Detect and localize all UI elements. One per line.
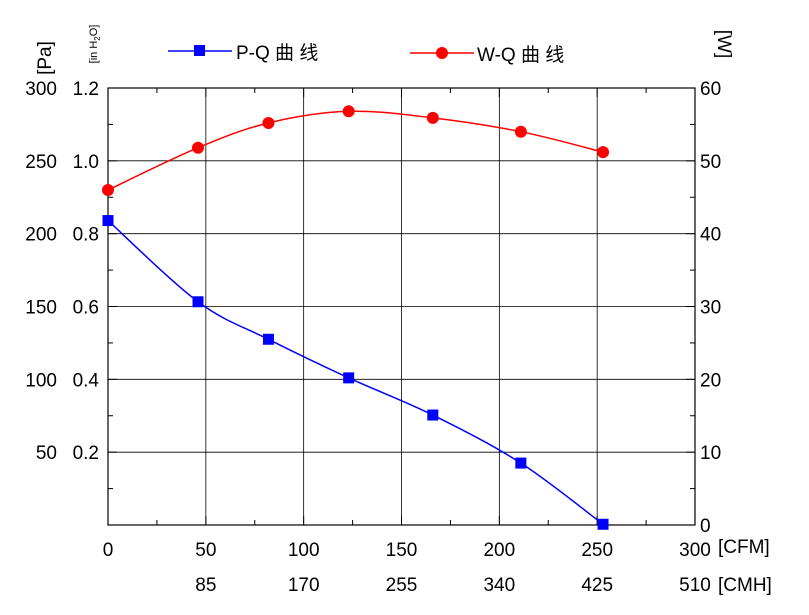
legend-pq-marker xyxy=(194,45,205,56)
x-tick-label-cmh: 340 xyxy=(483,575,515,596)
wq-data-point xyxy=(102,183,114,196)
pq-curve xyxy=(107,220,604,525)
y-left-outer-tick-label: 100 xyxy=(25,370,57,391)
y-left-inner-tick-label: 0.8 xyxy=(73,225,99,246)
y-left-outer-tick-label: 250 xyxy=(25,152,57,173)
x-tick-label-cfm: 100 xyxy=(288,540,320,561)
y-right-tick-label: 50 xyxy=(700,152,721,173)
pq-data-point xyxy=(262,333,274,345)
y-left-inner-tick-label: 1.2 xyxy=(73,79,99,100)
y-right-tick-label: 30 xyxy=(700,298,721,319)
legend-wq-label: W-Q 曲 线 xyxy=(477,44,564,66)
x-tick-label-cmh: 425 xyxy=(581,575,613,596)
y-right-tick-label: 0 xyxy=(700,516,711,537)
legend-pq-label: P-Q 曲 线 xyxy=(236,42,318,64)
right-unit: [W] xyxy=(713,30,734,59)
pq-data-point xyxy=(515,457,527,469)
y-left-inner-tick-label: 1.0 xyxy=(73,152,99,173)
y-left-outer-tick-label: 50 xyxy=(36,443,57,464)
wq-data-point xyxy=(262,116,275,129)
y-right-tick-label: 20 xyxy=(700,370,721,391)
x-tick-label-cmh: 510 xyxy=(679,575,711,596)
left-outer-unit: [Pa] xyxy=(35,41,56,75)
x-tick-label-cfm: 50 xyxy=(195,540,216,561)
pq-data-point xyxy=(597,518,609,530)
pq-data-point xyxy=(343,372,355,384)
x-tick-label-cmh: 85 xyxy=(195,575,216,596)
pq-data-point xyxy=(102,215,114,227)
x-tick-label-cfm: 250 xyxy=(581,540,613,561)
x-tick-label-cmh: 255 xyxy=(386,575,418,596)
y-left-inner-tick-label: 0.4 xyxy=(73,370,100,391)
x-tick-label-cfm: 0 xyxy=(103,540,114,561)
x-tick-label-cmh: 170 xyxy=(288,575,320,596)
grid xyxy=(108,88,695,525)
y-right-tick-label: 40 xyxy=(700,225,721,246)
wq-data-point xyxy=(192,141,205,154)
axis-ticks: 0 50 85 100 170 150 255 200 340 250 425 300 510 0 10 50… xyxy=(25,79,721,596)
wq-data-point xyxy=(342,105,355,118)
x-tick-label-cfm: 150 xyxy=(386,540,418,561)
series-layer xyxy=(102,105,610,530)
y-right-tick-label: 10 xyxy=(700,443,721,464)
x-tick-label-cfm: 200 xyxy=(483,540,515,561)
legend-wq-marker xyxy=(436,47,448,59)
y-left-outer-tick-label: 200 xyxy=(25,225,57,246)
y-right-tick-label: 60 xyxy=(700,79,721,100)
y-left-outer-tick-label: 300 xyxy=(25,79,57,100)
wq-data-point xyxy=(426,111,439,124)
x-unit-cfm: [CFM] xyxy=(718,537,770,558)
wq-curve xyxy=(107,110,604,191)
y-left-inner-tick-label: 0.2 xyxy=(73,443,99,464)
y-left-inner-tick-label: 0.6 xyxy=(73,298,99,319)
y-left-outer-tick-label: 150 xyxy=(25,298,57,319)
wq-data-point xyxy=(514,125,527,138)
x-unit-cmh: [CMH] xyxy=(718,575,772,596)
pq-data-point xyxy=(192,296,204,308)
wq-data-point xyxy=(597,146,610,159)
legend: P-Q 曲 线 W-Q 曲 线 xyxy=(168,42,564,66)
pq-data-point xyxy=(427,409,439,421)
left-inner-unit: [in H2O] xyxy=(88,25,102,64)
x-tick-label-cfm: 300 xyxy=(679,540,711,561)
